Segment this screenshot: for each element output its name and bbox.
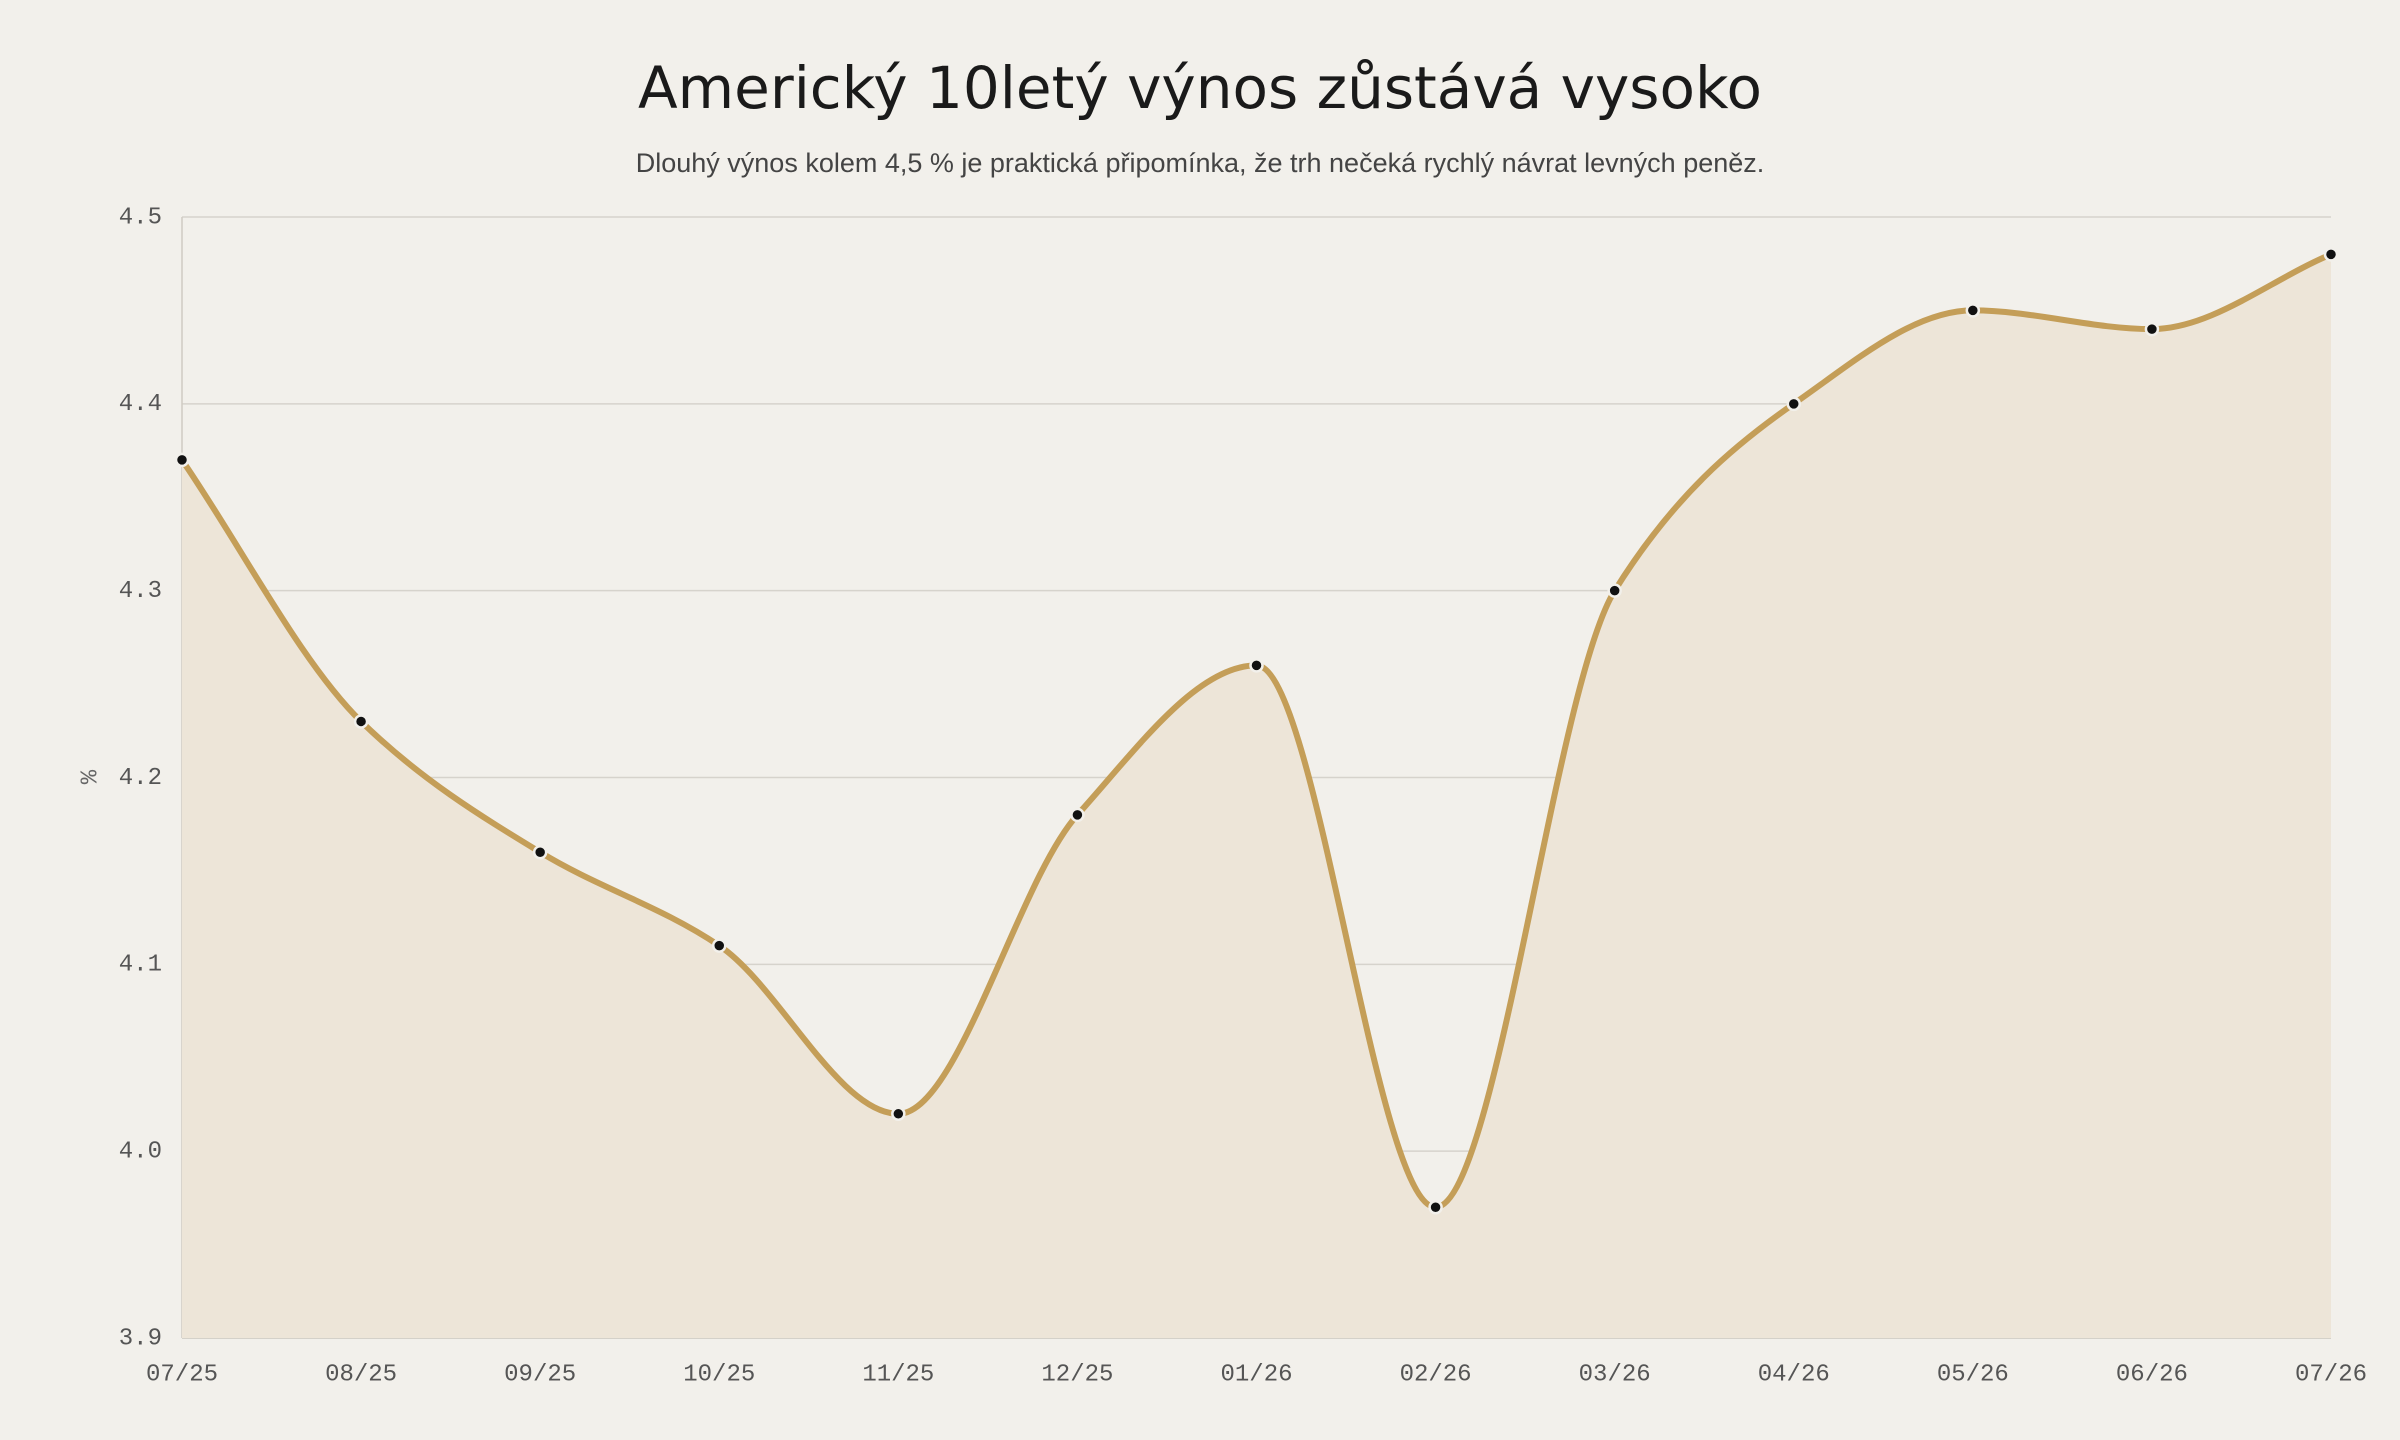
x-tick-label: 05/26: [1937, 1361, 2009, 1388]
chart-subtitle: Dlouhý výnos kolem 4,5 % je praktická př…: [636, 148, 1765, 178]
point: [1965, 303, 1981, 318]
x-tick-label: 12/25: [1041, 1361, 1113, 1388]
point: [1607, 583, 1622, 598]
y-tick-label: 4.4: [119, 391, 162, 418]
point: [1070, 807, 1085, 823]
point: [712, 938, 727, 953]
point: [174, 452, 190, 468]
point: [1428, 1199, 1443, 1215]
point: [891, 1106, 906, 1122]
x-tick-label: 07/25: [146, 1361, 218, 1388]
point: [1249, 658, 1264, 673]
point: [532, 844, 548, 860]
x-tick-label: 06/26: [2116, 1361, 2188, 1388]
x-tick-label: 09/25: [504, 1361, 576, 1388]
x-tick-label: 04/26: [1758, 1361, 1830, 1388]
line: [179, 251, 2333, 1211]
x-tick-label: 10/25: [683, 1361, 755, 1388]
point: [353, 714, 369, 729]
area: [182, 254, 2331, 1338]
x-tick-label: 07/26: [2295, 1361, 2367, 1388]
point: [1786, 396, 1801, 412]
x-tick-label: 02/26: [1400, 1361, 1472, 1388]
y-tick-label: 4.1: [119, 952, 162, 979]
x-tick-label: 11/25: [862, 1361, 934, 1388]
x-tick-label: 01/26: [1220, 1361, 1292, 1388]
y-tick-label: 3.9: [119, 1325, 162, 1352]
x-tick-label: 03/26: [1579, 1361, 1651, 1388]
chart-title: Americký 10letý výnos zůstává vysoko: [638, 54, 1762, 122]
x-tick-label: 08/25: [325, 1361, 397, 1388]
y-tick-label: 4.3: [119, 578, 162, 605]
y-axis-label: %: [77, 769, 104, 784]
point: [2144, 321, 2160, 337]
point: [2323, 247, 2339, 262]
y-tick-label: 4.5: [119, 204, 162, 231]
y-tick-label: 4.0: [119, 1139, 162, 1166]
y-tick-label: 4.2: [119, 765, 162, 792]
